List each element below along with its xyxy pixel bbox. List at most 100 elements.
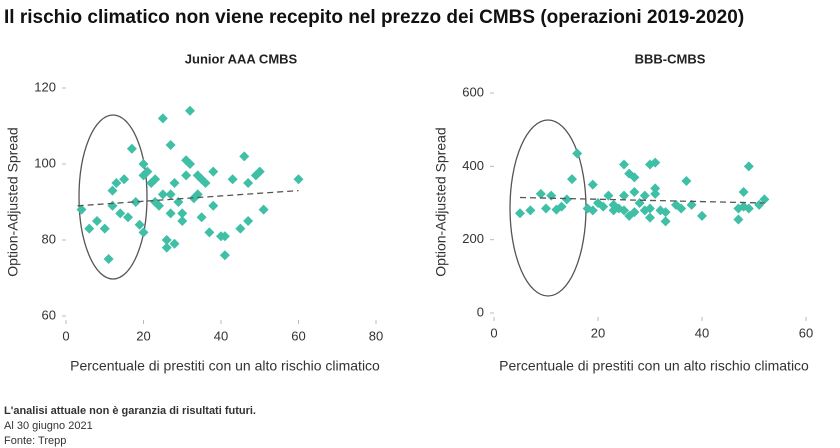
point bbox=[185, 105, 195, 116]
point bbox=[598, 201, 609, 212]
point bbox=[293, 174, 304, 185]
point bbox=[645, 212, 655, 223]
point bbox=[254, 166, 265, 177]
point bbox=[227, 174, 238, 185]
point bbox=[619, 205, 629, 216]
point bbox=[111, 178, 122, 188]
point bbox=[165, 189, 176, 200]
point bbox=[123, 212, 133, 223]
point bbox=[243, 216, 254, 226]
point bbox=[150, 174, 161, 185]
point bbox=[556, 201, 567, 212]
point bbox=[219, 231, 230, 242]
point bbox=[165, 208, 176, 219]
point bbox=[157, 189, 168, 200]
point bbox=[645, 203, 655, 214]
point bbox=[185, 159, 195, 169]
y-tick-label: 60 bbox=[42, 307, 56, 322]
point bbox=[603, 190, 614, 201]
y-tick-label: 0 bbox=[477, 304, 484, 319]
point bbox=[126, 143, 137, 154]
point bbox=[525, 205, 536, 216]
y-tick-label: 200 bbox=[462, 231, 484, 246]
point bbox=[561, 194, 572, 205]
point bbox=[634, 198, 645, 208]
point bbox=[743, 203, 754, 214]
point bbox=[587, 205, 598, 216]
note: Al 30 giugno 2021 bbox=[4, 420, 93, 432]
point bbox=[103, 254, 114, 264]
x-tick-label: 60 bbox=[291, 328, 305, 343]
point bbox=[619, 190, 629, 201]
point bbox=[258, 204, 269, 215]
point bbox=[743, 161, 754, 172]
trend-line bbox=[77, 189, 299, 207]
point bbox=[84, 223, 95, 234]
point bbox=[219, 250, 230, 261]
x-axis-label: Percentuale di prestiti con un alto risc… bbox=[499, 358, 809, 374]
point bbox=[177, 216, 188, 226]
y-axis-label: Option-Adjusted Spread bbox=[433, 127, 449, 276]
point bbox=[130, 197, 141, 207]
point bbox=[177, 208, 188, 219]
chart-title: BBB-CMBS bbox=[635, 51, 706, 66]
x-tick-label: 20 bbox=[136, 328, 150, 343]
point bbox=[235, 223, 246, 234]
point bbox=[629, 187, 640, 197]
point bbox=[107, 185, 118, 196]
point bbox=[619, 159, 629, 170]
x-tick-label: 40 bbox=[695, 325, 709, 340]
note: Fonte: Trepp bbox=[4, 435, 66, 447]
point bbox=[200, 178, 211, 188]
point bbox=[142, 166, 153, 177]
point bbox=[567, 174, 577, 185]
point bbox=[92, 216, 102, 226]
point bbox=[138, 227, 149, 238]
point bbox=[660, 216, 671, 227]
trend-line bbox=[519, 196, 765, 204]
x-tick-label: 0 bbox=[490, 325, 497, 340]
point bbox=[107, 200, 118, 211]
note: L'analisi attuale non è garanzia di risu… bbox=[4, 405, 256, 417]
point bbox=[650, 157, 661, 168]
point bbox=[115, 208, 126, 219]
point bbox=[629, 172, 640, 183]
point bbox=[686, 199, 697, 210]
x-tick-label: 0 bbox=[62, 328, 69, 343]
point bbox=[204, 227, 215, 238]
point bbox=[535, 188, 546, 199]
point bbox=[681, 176, 692, 186]
point bbox=[650, 183, 661, 194]
point bbox=[650, 188, 661, 199]
y-axis-label: Option-Adjusted Spread bbox=[5, 127, 21, 276]
point bbox=[196, 212, 207, 223]
point bbox=[676, 203, 687, 214]
y-tick-label: 100 bbox=[34, 155, 56, 170]
point bbox=[733, 214, 744, 225]
point bbox=[208, 200, 219, 211]
annotation-ellipse bbox=[78, 114, 148, 280]
point bbox=[99, 223, 110, 234]
point bbox=[515, 208, 525, 219]
point bbox=[173, 197, 184, 207]
point bbox=[169, 238, 180, 249]
point bbox=[134, 219, 145, 230]
point bbox=[629, 207, 640, 218]
point bbox=[738, 187, 749, 197]
point bbox=[587, 179, 598, 190]
x-tick-label: 20 bbox=[591, 325, 605, 340]
point bbox=[541, 203, 551, 214]
point bbox=[697, 210, 707, 221]
point bbox=[243, 178, 254, 188]
page-title: Il rischio climatico non viene recepito … bbox=[4, 7, 744, 28]
y-tick-label: 400 bbox=[462, 158, 484, 173]
point bbox=[76, 204, 87, 215]
point bbox=[239, 151, 250, 162]
point bbox=[181, 170, 192, 181]
point bbox=[208, 166, 219, 177]
x-axis-label: Percentuale di prestiti con un alto risc… bbox=[70, 358, 380, 374]
point bbox=[157, 113, 168, 124]
point bbox=[639, 190, 650, 201]
x-tick-label: 40 bbox=[214, 328, 228, 343]
